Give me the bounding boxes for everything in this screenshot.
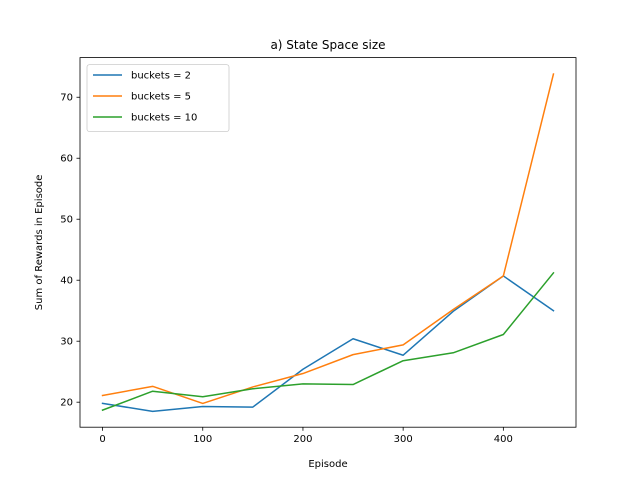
x-tick-label: 400 (494, 434, 513, 445)
x-axis-ticks: 0 100 200 300 400 (99, 427, 513, 445)
y-tick-label: 20 (60, 398, 73, 409)
legend: buckets = 2 buckets = 5 buckets = 10 (86, 64, 230, 132)
x-tick-label: 300 (394, 434, 413, 445)
legend-label-3: buckets = 10 (131, 113, 197, 124)
plot-area (101, 73, 555, 413)
y-tick-label: 30 (60, 337, 73, 348)
series-line-1 (101, 275, 555, 413)
x-tick-label: 100 (193, 434, 212, 445)
x-axis-label: Episode (308, 459, 347, 470)
y-tick-label: 50 (60, 215, 73, 226)
legend-label-1: buckets = 2 (131, 71, 191, 82)
y-tick-label: 70 (60, 93, 73, 104)
y-axis-label: Sum of Rewards in Episode (34, 175, 45, 311)
y-tick-label: 60 (60, 154, 73, 165)
chart-title: a) State Space size (270, 38, 385, 52)
x-tick-label: 0 (99, 434, 105, 445)
y-axis-ticks: 20 30 40 50 60 70 (60, 93, 80, 409)
axes-frame (79, 57, 577, 428)
x-tick-label: 200 (293, 434, 312, 445)
y-tick-label: 40 (60, 276, 73, 287)
series-line-2 (101, 73, 555, 405)
series-line-3 (101, 271, 555, 412)
legend-label-2: buckets = 5 (131, 92, 191, 103)
legend-box (86, 64, 230, 132)
